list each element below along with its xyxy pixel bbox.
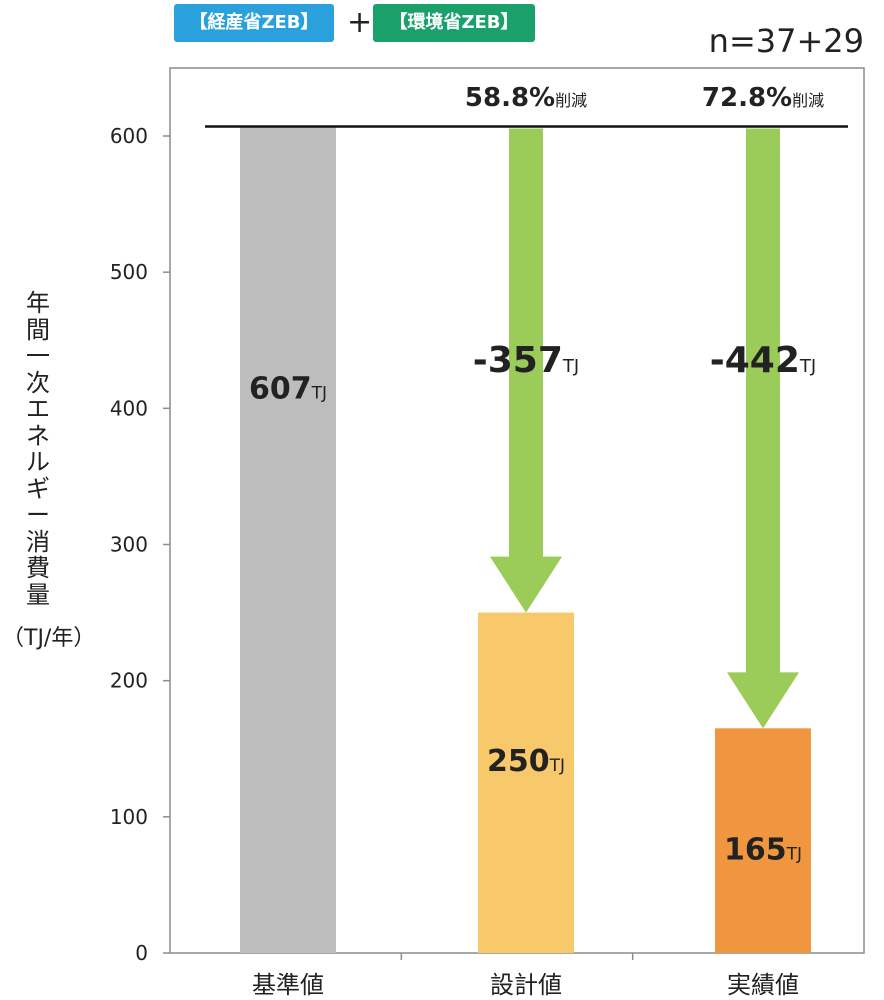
y-axis-label-char: 一: [26, 342, 50, 370]
x-category-label: 設計値: [490, 971, 562, 999]
y-axis-label: 年間一次エネルギー消費量: [20, 290, 56, 608]
y-axis-unit: （TJ/年）: [2, 626, 96, 651]
bar-value-label: 250TJ: [487, 744, 565, 779]
y-axis-label-char: エ: [26, 395, 50, 423]
reduction-delta: -442: [710, 340, 800, 381]
bar-value-label: 165TJ: [724, 832, 802, 867]
y-tick-label: 300: [110, 533, 148, 557]
x-category-label: 基準値: [252, 971, 324, 999]
bar-value: 250: [487, 744, 550, 779]
y-tick-label: 400: [110, 396, 148, 420]
reduction-delta-label: -442TJ: [710, 340, 816, 381]
bar-value: 607: [249, 371, 312, 406]
y-tick-label: 600: [110, 124, 148, 148]
bar-value: 165: [724, 832, 787, 867]
reduction-arrow-1: [727, 128, 799, 729]
y-axis-label-char: ネ: [26, 421, 50, 450]
y-axis-label-char: 間: [26, 315, 50, 344]
bar-value-label: 607TJ: [249, 371, 327, 406]
y-axis-label-char: ギ: [26, 474, 50, 503]
y-axis-label-char: 費: [26, 554, 50, 582]
reduction-percent: 72.8%: [702, 83, 792, 113]
y-axis-label-char: 次: [26, 368, 50, 397]
meti-zeb-badge: 【経産省ZEB】: [174, 4, 334, 42]
plus-sign: +: [347, 5, 373, 40]
y-tick-label: 100: [110, 805, 148, 829]
reduction-percent-label: 58.8%削減: [465, 83, 587, 113]
bar-value-unit: TJ: [311, 383, 327, 403]
reduction-delta-unit: TJ: [799, 356, 816, 377]
sample-size-note: n=37+29: [708, 22, 864, 60]
y-axis-label-char: 量: [26, 580, 50, 609]
y-axis-label-char: 消: [26, 527, 50, 556]
reduction-delta-label: -357TJ: [473, 340, 579, 381]
y-tick-label: 200: [110, 669, 148, 693]
bar-1: [478, 612, 574, 953]
bar-value-unit: TJ: [549, 756, 565, 776]
reduction-percent: 58.8%: [465, 83, 555, 113]
reduction-suffix: 削減: [555, 91, 587, 110]
x-category-label: 実績値: [727, 971, 799, 999]
y-axis-label-char: ル: [26, 448, 50, 476]
bar-value-unit: TJ: [786, 844, 802, 864]
y-tick-label: 0: [135, 941, 148, 965]
reduction-delta: -357: [473, 340, 563, 381]
reduction-delta-unit: TJ: [562, 356, 579, 377]
bar-0: [240, 126, 336, 954]
reduction-percent-label: 72.8%削減: [702, 83, 824, 113]
bar-2: [715, 728, 811, 953]
env-zeb-badge: 【環境省ZEB】: [373, 4, 535, 42]
reduction-arrow-0: [490, 128, 562, 613]
y-axis-label-char: ー: [26, 501, 50, 529]
y-axis-label-char: 年: [26, 289, 50, 317]
y-tick-label: 500: [110, 260, 148, 284]
reduction-suffix: 削減: [792, 91, 824, 110]
